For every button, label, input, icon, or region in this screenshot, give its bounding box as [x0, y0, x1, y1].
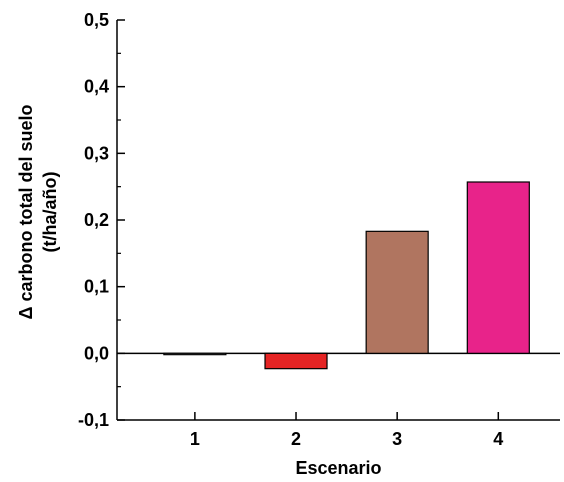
y-tick-label: 0,5 [84, 10, 109, 30]
y-tick-label: 0,0 [84, 343, 109, 363]
x-tick-label: 1 [190, 429, 200, 449]
y-tick-label: -0,1 [78, 410, 109, 430]
bar-2 [264, 352, 328, 370]
y-tick-label: 0,1 [84, 277, 109, 297]
y-axis-title-line1: Δ carbono total del suelo [16, 105, 36, 320]
plot-area: -0,1 0,0 0,1 0,2 0,3 0,4 0,5 1 2 3 4 [78, 10, 560, 449]
y-tick-label: 0,3 [84, 143, 109, 163]
bar-3 [365, 230, 429, 354]
y-tick-label: 0,4 [84, 77, 109, 97]
bar-4 [466, 181, 530, 354]
x-tick-label: 2 [291, 429, 301, 449]
y-tick-label: 0,2 [84, 210, 109, 230]
y-axis-title-line2: (t/ha/año) [40, 172, 60, 253]
x-tick-label: 4 [493, 429, 503, 449]
x-tick-label: 3 [392, 429, 402, 449]
bar-1 [163, 352, 227, 356]
x-axis-title: Escenario [295, 458, 381, 478]
